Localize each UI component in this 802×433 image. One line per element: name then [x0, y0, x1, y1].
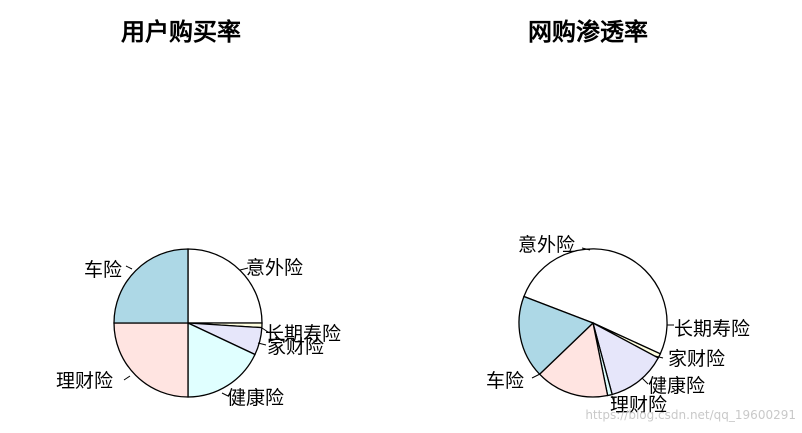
slice-label-2-5: 理财险	[610, 394, 667, 416]
pie-slice-2-6	[518, 295, 595, 376]
pie-slice-1-6	[113, 248, 189, 324]
slice-label-1-3: 家财险	[267, 336, 324, 358]
leader-line-1-5	[123, 375, 131, 381]
leader-line-1-6	[125, 265, 133, 270]
pie-slice-2-3	[591, 321, 660, 396]
leader-line-2-1	[581, 247, 591, 251]
watermark: https://blog.csdn.net/qq_19600291	[585, 408, 796, 422]
pie-slice-1-5	[113, 322, 189, 398]
pie-slice-2-5	[538, 321, 609, 398]
chart-title-online-penetration: 网购渗透率	[528, 18, 648, 46]
slice-label-1-1: 意外险	[246, 257, 303, 279]
pie-slice-2-1	[523, 248, 668, 355]
slice-label-2-3: 家财险	[668, 348, 725, 370]
leader-line-1-4	[221, 392, 229, 397]
leader-line-2-4	[641, 377, 649, 385]
pie-slice-1-4	[187, 321, 256, 398]
leader-line-2-6	[531, 373, 541, 379]
slice-label-2-1: 意外险	[518, 234, 575, 256]
leader-line-1-2	[261, 327, 269, 333]
slice-label-2-2: 长期寿险	[674, 318, 750, 340]
pie-slice-1-1	[187, 248, 263, 324]
slice-label-1-4: 健康险	[227, 387, 284, 409]
slice-label-1-5: 理财险	[56, 370, 113, 392]
leader-line-2-3	[654, 355, 664, 359]
chart-title-user-purchase: 用户购买率	[121, 18, 241, 46]
slice-label-2-4: 健康险	[648, 375, 705, 397]
slice-label-1-2: 长期寿险	[265, 323, 341, 345]
slice-label-2-6: 车险	[486, 370, 524, 392]
slice-label-1-6: 车险	[84, 259, 122, 281]
leader-line-1-3	[257, 342, 267, 346]
leader-line-1-1	[239, 267, 249, 271]
leader-line-2-5	[611, 395, 615, 403]
